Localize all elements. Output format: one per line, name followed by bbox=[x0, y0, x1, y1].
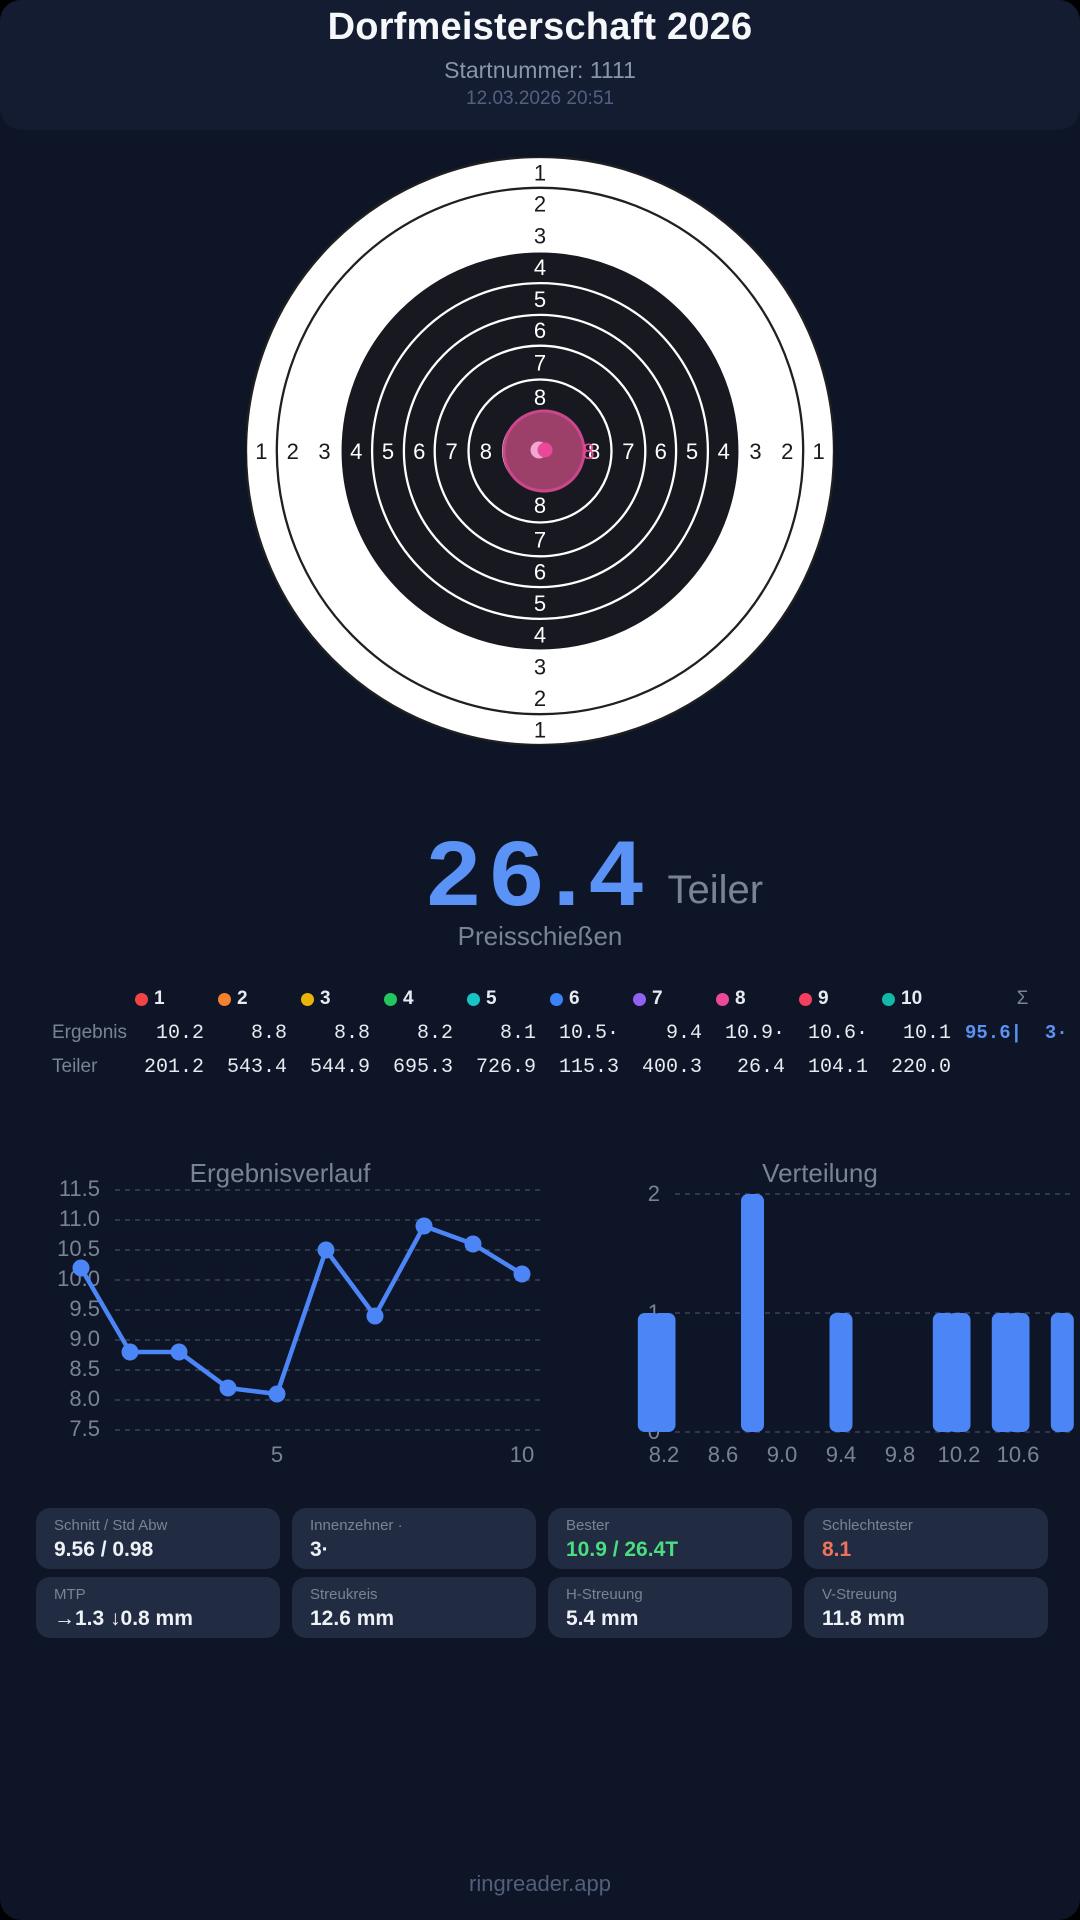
svg-text:2: 2 bbox=[534, 686, 546, 711]
svg-text:5: 5 bbox=[534, 591, 546, 616]
svg-text:10.2: 10.2 bbox=[938, 1442, 981, 1467]
svg-text:7: 7 bbox=[622, 439, 634, 464]
svg-text:8.0: 8.0 bbox=[69, 1386, 100, 1411]
svg-text:6: 6 bbox=[534, 318, 546, 343]
svg-text:4: 4 bbox=[350, 439, 362, 464]
svg-text:4: 4 bbox=[534, 255, 546, 280]
svg-text:3: 3 bbox=[318, 439, 330, 464]
svg-text:1: 1 bbox=[255, 439, 267, 464]
svg-text:9.8: 9.8 bbox=[885, 1442, 916, 1467]
svg-text:7: 7 bbox=[445, 439, 457, 464]
svg-text:5: 5 bbox=[271, 1442, 283, 1467]
svg-text:11.5: 11.5 bbox=[59, 1176, 100, 1201]
svg-text:9.0: 9.0 bbox=[767, 1442, 798, 1467]
svg-text:8.5: 8.5 bbox=[69, 1356, 100, 1381]
svg-text:6: 6 bbox=[534, 560, 546, 585]
svg-text:8.2: 8.2 bbox=[649, 1442, 680, 1467]
svg-text:8.6: 8.6 bbox=[708, 1442, 739, 1467]
svg-text:11.0: 11.0 bbox=[59, 1206, 100, 1231]
svg-text:2: 2 bbox=[648, 1181, 660, 1206]
svg-text:3: 3 bbox=[749, 439, 761, 464]
svg-text:7: 7 bbox=[534, 351, 546, 376]
svg-text:9.4: 9.4 bbox=[826, 1442, 857, 1467]
svg-text:5: 5 bbox=[382, 439, 394, 464]
svg-text:8: 8 bbox=[480, 439, 492, 464]
svg-text:3: 3 bbox=[534, 654, 546, 679]
svg-text:1: 1 bbox=[534, 160, 546, 185]
svg-text:Verteilung: Verteilung bbox=[762, 1158, 878, 1188]
svg-text:1: 1 bbox=[812, 439, 824, 464]
svg-text:4: 4 bbox=[534, 623, 546, 648]
svg-text:9.0: 9.0 bbox=[69, 1326, 100, 1351]
svg-text:8: 8 bbox=[534, 493, 546, 518]
svg-text:6: 6 bbox=[413, 439, 425, 464]
svg-text:3: 3 bbox=[534, 223, 546, 248]
svg-text:7.5: 7.5 bbox=[69, 1416, 100, 1441]
svg-text:5: 5 bbox=[686, 439, 698, 464]
svg-text:10.5: 10.5 bbox=[57, 1236, 100, 1261]
svg-text:1: 1 bbox=[534, 718, 546, 743]
svg-text:6: 6 bbox=[655, 439, 667, 464]
svg-text:2: 2 bbox=[534, 192, 546, 217]
svg-text:8: 8 bbox=[534, 385, 546, 410]
svg-text:2: 2 bbox=[781, 439, 793, 464]
svg-text:7: 7 bbox=[534, 527, 546, 552]
svg-text:9.5: 9.5 bbox=[69, 1296, 100, 1321]
svg-text:10.6: 10.6 bbox=[997, 1442, 1040, 1467]
svg-text:10: 10 bbox=[510, 1442, 534, 1467]
svg-text:Ergebnisverlauf: Ergebnisverlauf bbox=[190, 1158, 371, 1188]
svg-text:8: 8 bbox=[582, 439, 594, 464]
svg-text:4: 4 bbox=[718, 439, 730, 464]
svg-text:5: 5 bbox=[534, 287, 546, 312]
svg-text:2: 2 bbox=[287, 439, 299, 464]
